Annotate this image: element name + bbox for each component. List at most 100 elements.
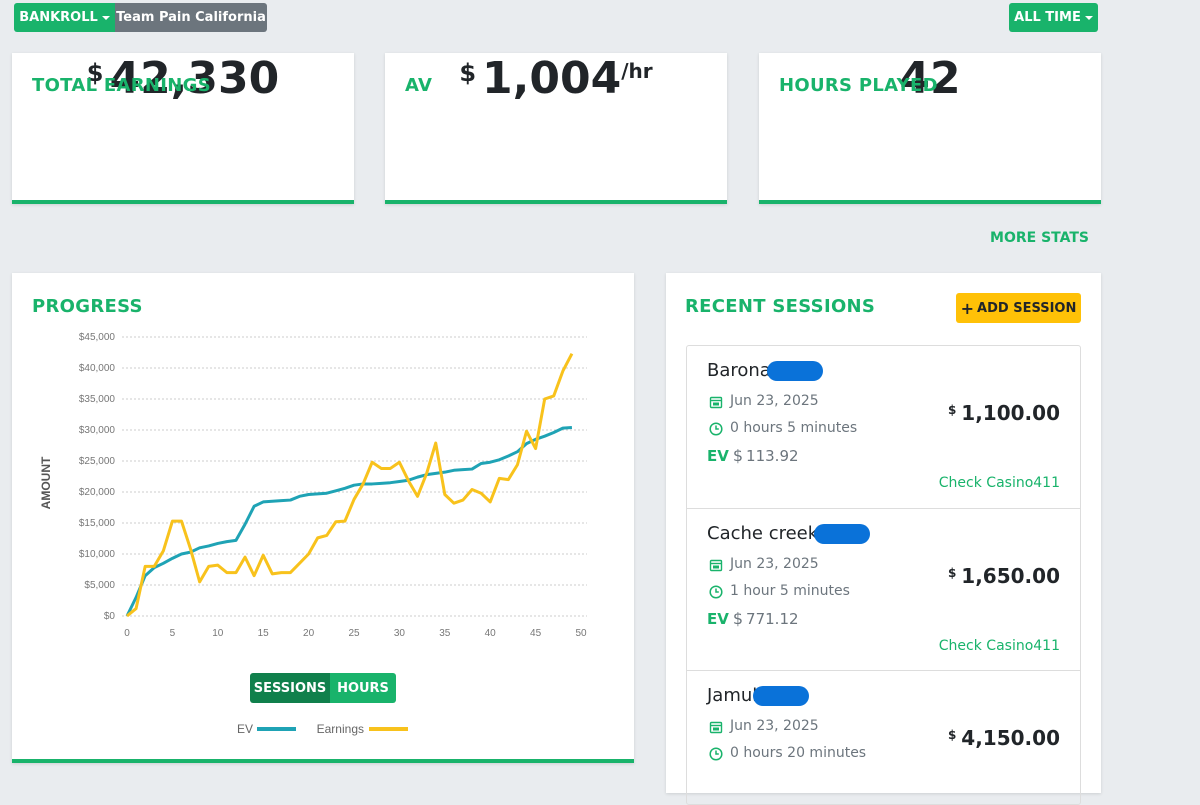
x-tick-label: 35 [439,628,451,639]
session-amount: $1,650.00 [948,564,1060,588]
icon-part [713,727,719,731]
more-stats-link[interactable]: MORE STATS [990,230,1089,246]
x-tick-label: 15 [258,628,270,639]
ev-value: 113.92 [746,447,799,465]
session-amount: $4,150.00 [948,726,1060,750]
redaction [753,685,810,706]
series-line [125,426,573,617]
stat-value-row: $1,004/hr [385,53,727,104]
ev-currency: $ [732,609,744,628]
icon-part [715,588,719,593]
y-tick-label: $0 [104,611,116,622]
redaction [814,523,871,544]
session-name-text: Barona [707,360,771,381]
stat-title: AV [405,75,433,96]
stat-card: HOURS PLAYED 42 [759,53,1101,204]
session-amount: $1,100.00 [948,401,1060,425]
ev-label: EV [707,610,729,628]
amount-value: 1,100.00 [961,401,1060,425]
bankroll-button[interactable]: BANKROLL [14,3,115,32]
amount-currency: $ [947,403,957,417]
amount-value: 4,150.00 [961,726,1060,750]
ev-currency: $ [732,446,744,465]
recent-card: RECENT SESSIONS + ADD SESSION Barona Jun 23,… [666,273,1101,805]
amount-currency: $ [947,566,957,580]
icon-part [713,402,719,406]
session-name: Cache creek [707,523,871,544]
session-ev: EV $113.92 [707,446,799,465]
x-tick-label: 30 [394,628,406,639]
y-tick-label: $40,000 [79,363,116,374]
bankroll-label: BANKROLL [19,10,98,25]
icon-part [713,565,719,569]
session-date: Jun 23, 2025 [730,718,819,734]
y-tick-label: $5,000 [84,580,115,591]
calendar-icon [709,396,723,409]
stat-value-row: 42 [759,53,1101,104]
icon-part [709,559,723,572]
x-tick-label: 45 [530,628,542,639]
y-tick-label: $10,000 [79,549,116,560]
casino-link[interactable]: Check Casino411 [938,638,1060,654]
ev-label: EV [707,447,729,465]
session-date: Jun 23, 2025 [730,393,819,409]
progress-title: PROGRESS [32,296,143,317]
icon-part [715,750,719,755]
stat-currency: $ [86,59,104,87]
session-item[interactable]: Jamul Jun 23, 2025 0 hours 20 minutes $4,15… [687,670,1080,804]
stat-value: 42 [899,53,961,104]
stat-unit: /hr [621,59,653,83]
y-tick-label: $15,000 [79,518,116,529]
icon-part [709,747,723,761]
calendar-icon [709,721,723,734]
session-name: Barona [707,360,823,381]
session-duration: 0 hours 5 minutes [730,420,858,436]
page: {"toolbar": {"bankroll": "BANKROLL", "te… [12,3,1101,805]
stat-title: TOTAL EARNINGS [32,75,211,96]
x-tick-label: 25 [348,628,360,639]
y-tick-label: $30,000 [79,425,116,436]
app: BANKROLL Team Pain California ALL TIME TOTA… [12,3,1101,805]
caret [1084,15,1093,20]
stat-currency: $ [459,59,477,87]
recent-title: RECENT SESSIONS [685,296,876,317]
add-label: ADD SESSION [977,300,1077,316]
x-tick-label: 20 [303,628,315,639]
session-ev: EV $771.12 [707,609,799,628]
icon-part [709,585,723,599]
session-name: Jamul [707,685,810,706]
redaction [766,360,823,381]
calendar-icon [709,559,723,572]
icon-part [709,422,723,436]
stat-card: AV $1,004/hr [385,53,727,204]
session-date: Jun 23, 2025 [730,556,819,572]
y-tick-label: $35,000 [79,394,116,405]
icon-part [709,721,723,734]
legend-label: Earnings [317,722,364,736]
icon-part [709,396,723,409]
y-axis-label: AMOUNT [39,456,53,509]
caret [101,15,110,20]
session-item[interactable]: Cache creek Jun 23, 2025 1 hour 5 minutes E… [687,508,1080,670]
session-item[interactable]: Barona Jun 23, 2025 0 hours 5 minutes EV $11… [687,346,1080,508]
x-tick-label: 5 [170,628,176,639]
add-icon: + [960,298,975,318]
stat-value: 42,330 [109,53,280,104]
x-tick-label: 0 [124,628,130,639]
y-tick-label: $45,000 [79,332,116,343]
x-tick-label: 40 [485,628,497,639]
clock-icon [709,585,723,599]
toggle-button[interactable]: HOURS [330,673,396,703]
y-tick-label: $20,000 [79,487,116,498]
toggle-button[interactable]: SESSIONS [250,673,330,703]
clock-icon [709,422,723,436]
stat-value-row: $42,330 [12,53,354,104]
casino-link[interactable]: Check Casino411 [938,475,1060,491]
team-button[interactable]: Team Pain California [115,3,267,32]
session-list: Barona Jun 23, 2025 0 hours 5 minutes EV $11… [686,345,1081,805]
range-label: ALL TIME [1014,10,1081,25]
amount-value: 1,650.00 [961,564,1060,588]
legend-label: EV [237,722,253,736]
add-session-button[interactable]: + ADD SESSION [956,293,1081,323]
range-button[interactable]: ALL TIME [1009,3,1098,32]
